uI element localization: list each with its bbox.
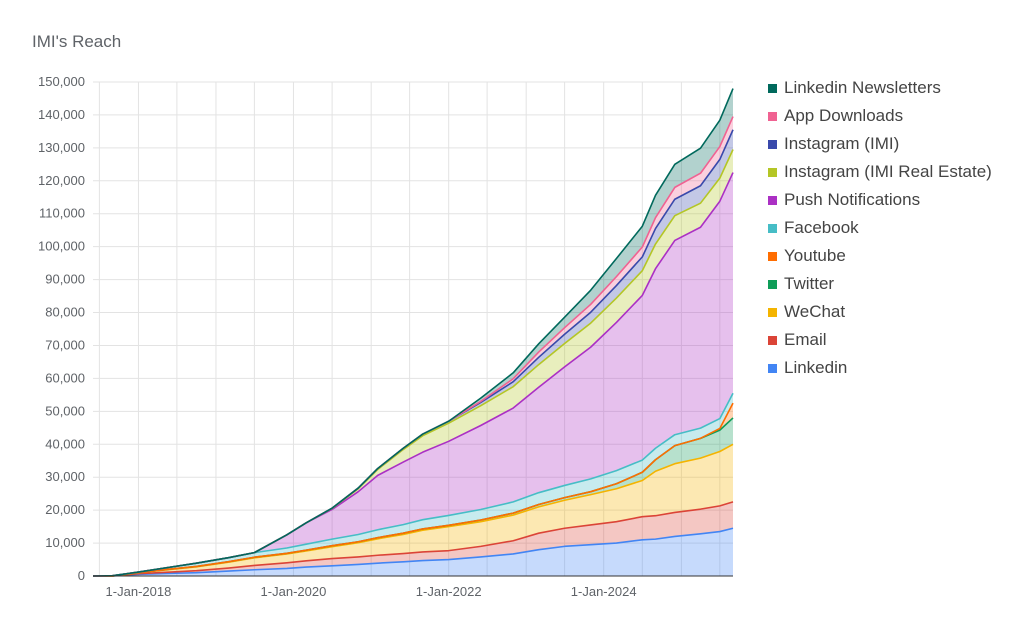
y-tick-label: 0 [78, 568, 85, 583]
legend-label: Linkedin [784, 358, 848, 377]
legend-entry: Instagram (IMI) [768, 130, 992, 158]
axis-layer: 0 10,000 20,000 30,000 40,000 50,000 60,000 70,… [38, 74, 733, 599]
y-tick-label: 80,000 [45, 305, 85, 320]
legend-swatch [768, 335, 777, 345]
legend-swatch [768, 223, 777, 233]
y-tick-label: 90,000 [45, 272, 85, 287]
legend-entry: App Downloads [768, 102, 992, 130]
legend-label: Linkedin Newsletters [784, 78, 941, 97]
legend-swatch [768, 83, 777, 93]
legend-swatch [768, 139, 777, 149]
x-tick-label: 1-Jan-2022 [416, 584, 482, 599]
legend-label: Instagram (IMI) [784, 134, 900, 153]
legend-swatch [768, 111, 777, 121]
legend-entry: Linkedin Newsletters [768, 74, 992, 102]
x-tick-label: 1-Jan-2018 [106, 584, 172, 599]
legend-entry: Linkedin [768, 354, 992, 382]
legend-label: Facebook [784, 218, 859, 237]
legend-label: WeChat [784, 302, 846, 321]
x-tick-label: 1-Jan-2020 [261, 584, 327, 599]
area-linkedin [93, 528, 733, 576]
legend: Linkedin Newsletters App Downloads Instagr… [768, 74, 992, 382]
legend-label: App Downloads [784, 106, 904, 125]
legend-entry: Push Notifications [768, 186, 992, 214]
legend-label: Email [784, 330, 827, 349]
legend-entry: Email [768, 326, 992, 354]
legend-swatch [768, 307, 777, 317]
legend-swatch [768, 251, 777, 261]
y-tick-label: 20,000 [45, 502, 85, 517]
legend-label: Youtube [784, 246, 846, 265]
y-tick-label: 140,000 [38, 107, 85, 122]
area-push-notifications [93, 172, 733, 577]
line-linkedin-newsletters [92, 88, 734, 577]
y-tick-label: 50,000 [45, 403, 85, 418]
legend-entry: WeChat [768, 298, 992, 326]
legend-entry: Facebook [768, 214, 992, 242]
y-tick-label: 60,000 [45, 370, 85, 385]
y-tick-label: 10,000 [45, 535, 85, 550]
legend-swatch [768, 279, 777, 289]
chart-title: IMI's Reach [32, 32, 122, 51]
legend-swatch [768, 195, 777, 205]
legend-swatch [768, 167, 777, 177]
y-tick-label: 70,000 [45, 337, 85, 352]
area-wechat [93, 444, 733, 576]
area-layer [93, 88, 733, 577]
y-tick-label: 130,000 [38, 140, 85, 155]
area-facebook [93, 393, 733, 576]
legend-swatch [768, 363, 777, 373]
line-layer [92, 88, 734, 577]
x-tick-label: 1-Jan-2024 [571, 584, 637, 599]
legend-label: Twitter [784, 274, 835, 293]
legend-entry: Youtube [768, 242, 992, 270]
legend-label: Push Notifications [784, 190, 921, 209]
line-youtube [93, 402, 734, 577]
y-tick-label: 110,000 [39, 206, 85, 221]
legend-entry: Instagram (IMI Real Estate) [768, 158, 992, 186]
y-tick-label: 40,000 [45, 436, 85, 451]
line-linkedin [93, 527, 734, 577]
legend-entry: Twitter [768, 270, 992, 298]
y-tick-label: 150,000 [38, 74, 85, 89]
legend-label: Instagram (IMI Real Estate) [784, 162, 992, 181]
line-email [93, 501, 734, 577]
y-tick-label: 30,000 [45, 469, 85, 484]
y-tick-label: 120,000 [38, 173, 85, 188]
y-tick-label: 100,000 [38, 239, 85, 254]
